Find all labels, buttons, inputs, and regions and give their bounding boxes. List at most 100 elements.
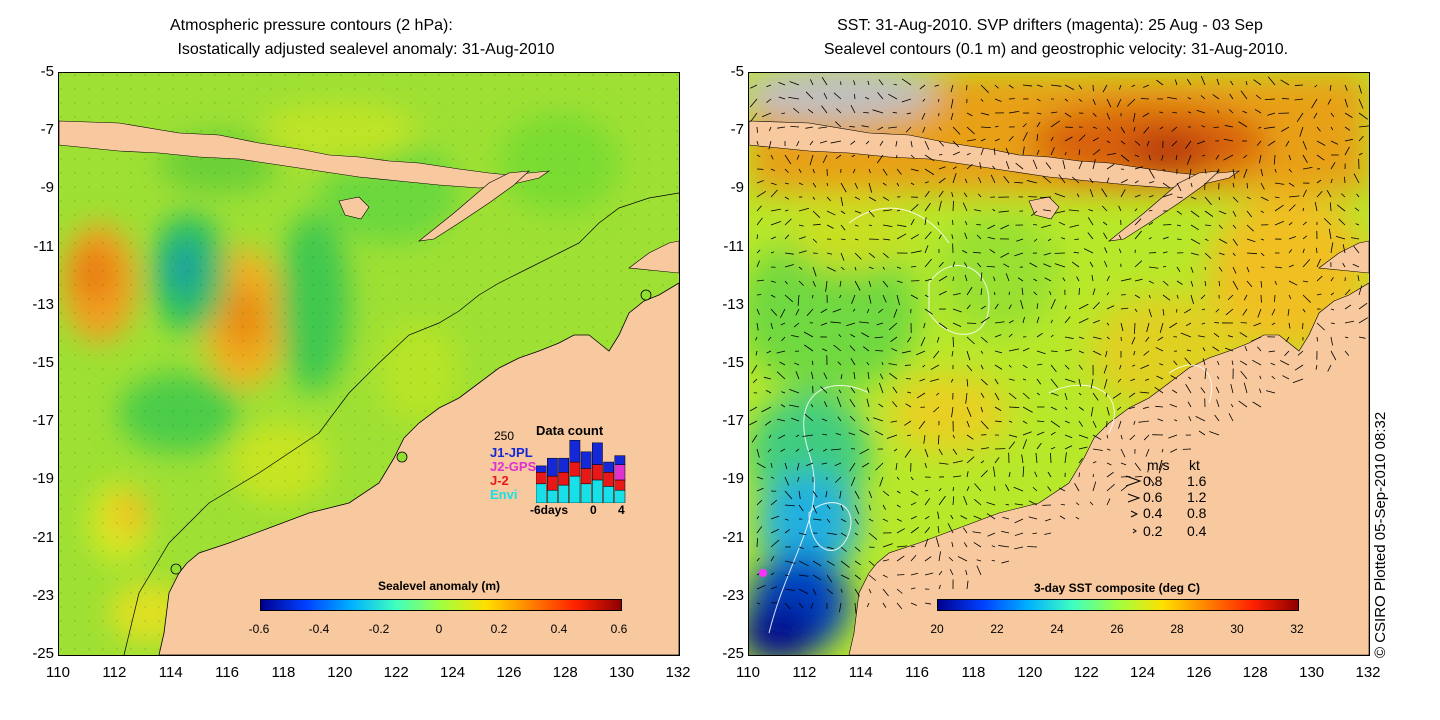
velocity-arrow [1171, 389, 1178, 394]
velocity-arrow [1316, 140, 1326, 146]
velocity-arrow [1344, 126, 1351, 131]
velocity-arrow [910, 154, 915, 159]
velocity-arrow [1330, 322, 1335, 325]
velocity-arrow [1076, 193, 1080, 198]
velocity-arrow [1176, 196, 1183, 199]
velocity-arrow [1092, 112, 1097, 117]
velocity-arrow [1302, 189, 1307, 198]
velocity-arrow [812, 588, 817, 596]
velocity-arrow [910, 250, 922, 254]
velocity-arrow [750, 112, 758, 123]
velocity-arrow [1022, 84, 1033, 87]
velocity-arrow [1212, 94, 1220, 100]
velocity-arrow [1120, 140, 1126, 145]
velocity-arrow [1232, 280, 1239, 290]
velocity-arrow [875, 462, 884, 471]
sla-map: 250 Data count J1-JPL J2-GPS J-2 Envi -6… [58, 72, 680, 656]
velocity-arrow [1316, 247, 1318, 254]
velocity-arrow [839, 280, 842, 287]
velocity-arrow [1169, 404, 1178, 408]
right-y-tick-label: -13 [722, 295, 744, 313]
velocity-arrow [1231, 360, 1234, 366]
velocity-arrow [864, 96, 870, 100]
velocity-arrow [987, 224, 996, 230]
velocity-arrow [1139, 391, 1150, 394]
velocity-arrow [938, 126, 942, 131]
velocity-arrow [910, 265, 917, 268]
velocity-arrow [1358, 98, 1364, 109]
velocity-arrow [1021, 454, 1024, 464]
velocity-arrow [1239, 332, 1248, 338]
velocity-arrow [776, 371, 786, 380]
velocity-arrow [896, 209, 901, 212]
velocity-arrow [840, 532, 847, 537]
sla-map-canvas [59, 73, 679, 655]
velocity-arrow [756, 462, 766, 469]
velocity-arrow [1106, 152, 1117, 156]
velocity-arrow [784, 252, 794, 255]
velocity-arrow [756, 126, 758, 133]
velocity-arrow [1036, 431, 1045, 436]
velocity-arrow [1230, 383, 1234, 394]
velocity-arrow [1078, 457, 1083, 464]
velocity-arrow [1043, 263, 1052, 268]
velocity-arrow [1292, 378, 1304, 384]
velocity-arrow [1190, 280, 1194, 287]
velocity-arrow [906, 112, 912, 115]
velocity-arrow [993, 148, 996, 156]
velocity-arrow [1148, 237, 1152, 240]
velocity-arrow [1106, 406, 1110, 416]
velocity-arrow [1302, 248, 1305, 254]
data-count-bar-segment [558, 484, 569, 503]
velocity-arrow [1134, 154, 1140, 158]
velocity-arrow [1132, 112, 1136, 122]
velocity-arrow [859, 429, 870, 436]
velocity-arrow [1246, 280, 1253, 288]
right-x-tick-label: 110 [736, 664, 760, 681]
velocity-arrow [1133, 350, 1136, 356]
velocity-arrow [1355, 223, 1360, 226]
velocity-arrow [1228, 109, 1234, 114]
velocity-arrow [1078, 378, 1081, 387]
data-count-bar-segment [614, 464, 626, 481]
velocity-arrow [784, 476, 790, 486]
velocity-arrow [765, 390, 772, 394]
velocity-arrow [1036, 420, 1045, 422]
velocity-arrow [890, 420, 898, 423]
velocity-arrow [1190, 252, 1199, 256]
velocity-arrow [1134, 180, 1139, 184]
velocity-arrow [1168, 434, 1178, 439]
velocity-arrow [1005, 273, 1010, 282]
sst-map-canvas [749, 73, 1369, 655]
velocity-arrow [1280, 79, 1290, 86]
velocity-arrow [1344, 146, 1350, 156]
velocity-arrow [1112, 392, 1122, 399]
velocity-arrow [910, 555, 917, 562]
velocity-arrow [877, 92, 884, 100]
velocity-arrow [1064, 420, 1070, 424]
velocity-arrow [976, 234, 982, 240]
velocity-arrow [1246, 252, 1258, 255]
velocity-arrow [924, 231, 932, 240]
velocity-arrow [826, 252, 833, 255]
right-x-tick-label: 112 [792, 664, 817, 681]
velocity-arrow [1155, 347, 1164, 352]
velocity-arrow [840, 504, 844, 511]
left-y-tick-label: -7 [40, 121, 54, 139]
velocity-arrow [1358, 84, 1362, 94]
velocity-arrow [854, 518, 859, 525]
velocity-arrow [832, 308, 842, 313]
velocity-arrow [1106, 140, 1111, 144]
data-count-bar-segment [580, 451, 592, 469]
velocity-legend-row3-ms: 0.2 [1143, 523, 1163, 539]
velocity-arrow [1188, 416, 1192, 422]
velocity-arrow [1358, 336, 1366, 339]
velocity-arrow [1078, 446, 1088, 450]
velocity-arrow [980, 84, 989, 93]
velocity-arrow [991, 545, 996, 548]
velocity-arrow [1042, 209, 1052, 212]
velocity-arrow [820, 322, 828, 326]
velocity-arrow [784, 462, 788, 470]
velocity-arrow [966, 322, 977, 324]
velocity-arrow [850, 358, 856, 366]
